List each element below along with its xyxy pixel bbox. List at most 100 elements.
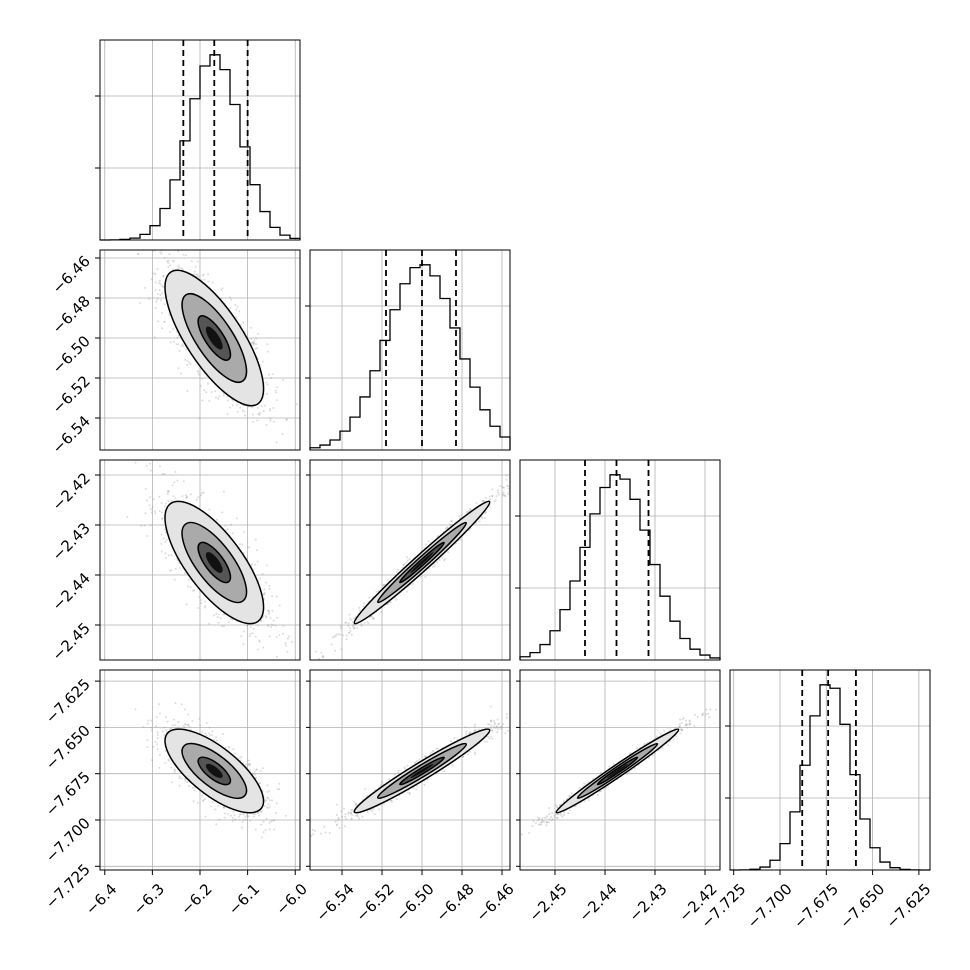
- scatter-point: [223, 812, 226, 815]
- scatter-point: [158, 712, 161, 715]
- scatter-point: [191, 786, 194, 789]
- scatter-point: [389, 799, 392, 802]
- scatter-point: [693, 713, 696, 716]
- scatter-point: [600, 771, 603, 774]
- scatter-point: [348, 627, 351, 630]
- scatter-point: [513, 714, 515, 716]
- scatter-point: [633, 767, 636, 770]
- scatter-point: [166, 260, 169, 263]
- x-tick-label: −6.2: [177, 880, 215, 918]
- scatter-point: [259, 364, 262, 367]
- scatter-point: [561, 815, 564, 818]
- scatter-point: [269, 417, 272, 420]
- scatter-point: [707, 712, 710, 715]
- scatter-point: [387, 579, 390, 582]
- scatter-point: [273, 828, 276, 831]
- scatter-point: [244, 763, 247, 766]
- scatter-point: [466, 510, 469, 513]
- scatter-point: [473, 725, 476, 728]
- scatter-point: [358, 609, 361, 612]
- scatter-point: [208, 399, 211, 402]
- scatter-point: [254, 828, 257, 831]
- scatter-point: [229, 307, 232, 310]
- scatter-point: [435, 747, 438, 750]
- scatter-point: [171, 724, 174, 727]
- scatter-point: [483, 740, 486, 743]
- scatter-point: [266, 624, 269, 627]
- scatter-point: [126, 516, 129, 519]
- scatter-point: [473, 730, 476, 733]
- scatter-point: [348, 631, 351, 634]
- scatter-point: [216, 616, 219, 619]
- scatter-point: [242, 818, 245, 821]
- scatter-point: [165, 557, 168, 560]
- scatter-point: [146, 739, 149, 742]
- scatter-point: [258, 640, 261, 643]
- scatter-point: [414, 761, 417, 764]
- scatter-point: [201, 399, 204, 402]
- scatter-point: [381, 780, 384, 783]
- scatter-point: [450, 520, 453, 523]
- scatter-point: [278, 788, 281, 791]
- y-tick-label: −6.46: [49, 252, 94, 297]
- scatter-point: [260, 836, 263, 839]
- y-tick-label: −2.42: [49, 469, 94, 514]
- scatter-point: [334, 820, 337, 823]
- scatter-point: [222, 490, 225, 493]
- scatter-point: [203, 278, 206, 281]
- scatter-point: [243, 410, 246, 413]
- scatter-point: [498, 722, 501, 725]
- scatter-point: [210, 390, 213, 393]
- scatter-point: [262, 593, 265, 596]
- scatter-point: [473, 753, 476, 756]
- scatter-point: [307, 822, 309, 824]
- scatter-point: [488, 505, 491, 508]
- scatter-point: [186, 389, 189, 392]
- scatter-point: [395, 598, 398, 601]
- scatter-point: [555, 816, 558, 819]
- scatter-point: [186, 585, 189, 588]
- scatter-point: [183, 572, 186, 575]
- scatter-point: [250, 326, 253, 329]
- scatter-point: [194, 265, 197, 268]
- scatter-point: [167, 758, 170, 761]
- scatter-point: [347, 631, 350, 634]
- scatter-point: [344, 815, 347, 818]
- scatter-point: [560, 813, 563, 816]
- scatter-point: [432, 563, 435, 566]
- panel-frame: [309, 669, 511, 871]
- scatter-point: [506, 484, 509, 487]
- scatter-point: [412, 582, 415, 585]
- scatter-point: [574, 805, 577, 808]
- scatter-point: [169, 246, 171, 248]
- scatter-point: [352, 623, 355, 626]
- panel-frame: [729, 669, 931, 871]
- scatter-point: [228, 296, 231, 299]
- scatter-point: [705, 708, 708, 711]
- scatter-point: [201, 794, 204, 797]
- scatter-point: [321, 656, 324, 659]
- scatter-point: [197, 371, 200, 374]
- scatter-point: [167, 554, 170, 557]
- scatter-point: [208, 732, 211, 735]
- scatter-point: [159, 246, 161, 248]
- scatter-point: [458, 515, 461, 518]
- scatter-point: [349, 812, 352, 815]
- scatter-point: [268, 805, 271, 808]
- scatter-point: [221, 625, 224, 628]
- scatter-point: [540, 692, 542, 694]
- scatter-point: [250, 338, 253, 341]
- scatter-point: [158, 289, 161, 292]
- scatter-point: [370, 615, 373, 618]
- scatter-point: [371, 617, 374, 620]
- scatter-point: [144, 487, 147, 490]
- scatter-point: [186, 359, 189, 362]
- scatter-point: [219, 617, 222, 620]
- scatter-point: [259, 577, 262, 580]
- scatter-point: [485, 511, 488, 514]
- scatter-point: [451, 764, 454, 767]
- scatter-point: [249, 768, 252, 771]
- scatter-point: [147, 719, 150, 722]
- scatter-point: [380, 783, 383, 786]
- scatter-point: [568, 794, 571, 797]
